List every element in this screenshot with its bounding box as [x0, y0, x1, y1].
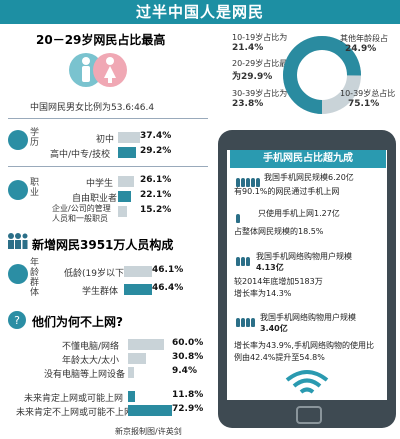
why-not-label-1: 年龄太大/太小	[62, 356, 120, 366]
svg-text:?: ?	[14, 314, 20, 327]
why-not-value-4: 72.9%	[172, 404, 204, 414]
occupation-bar-0	[118, 176, 134, 187]
phone-line-3: 占整体网民规模的18.5%	[234, 227, 324, 236]
why-not-bar-0	[128, 339, 164, 350]
occupation-value-1: 22.1%	[140, 190, 172, 200]
range-age-value: 75.1%	[348, 99, 380, 109]
phone-line-1: 有90.1%的网民通过手机上网	[234, 187, 340, 196]
phone-line-8: 我国手机网络购物用户规模	[260, 313, 356, 322]
phone-line-10: 增长率为43.9%,手机网络购物的使用比	[234, 341, 374, 350]
education-bar-0	[118, 132, 140, 143]
occupation-label-2: 企业/公司的管理人员和一般职员	[52, 204, 111, 223]
education-value-1: 29.2%	[140, 146, 172, 156]
divider	[8, 118, 208, 119]
age-section-title: 20－29岁网民占比最高	[36, 33, 166, 47]
occupation-bar-1	[118, 191, 131, 202]
education-value-0: 37.4%	[140, 131, 172, 141]
people-row-icon	[236, 312, 256, 331]
age-label-30-39: 30-39岁占比为	[232, 89, 288, 98]
age-group-category: 年龄群体	[30, 258, 40, 298]
new-users-bar-1	[124, 284, 152, 295]
why-not-label-2: 没有电脑等上网设备	[44, 370, 126, 380]
age-value-10-19: 21.4%	[232, 43, 264, 53]
occupation-value-0: 26.1%	[140, 175, 172, 185]
gender-ratio: 中国网民男女比例为53.6:46.4	[30, 103, 155, 113]
people-icon	[8, 233, 28, 249]
other-age-value: 24.9%	[345, 44, 377, 54]
other-age-label: 其他年龄段占	[340, 34, 388, 43]
range-age-label: 10-39岁总占比	[340, 89, 396, 98]
why-not-bar-1	[128, 353, 146, 364]
new-users-label-0: 低龄(19岁以下)	[64, 269, 128, 279]
people-row-icon	[236, 172, 261, 191]
why-not-bar-4	[128, 405, 172, 416]
new-users-label-1: 学生群体	[82, 287, 119, 297]
age-label-20-29: 20-29岁占比最高	[232, 59, 296, 68]
phone-line-9: 3.40亿	[260, 324, 288, 333]
why-not-title: 他们为何不上网?	[32, 315, 123, 329]
divider	[8, 166, 208, 167]
occupation-label-1: 自由职业者	[72, 194, 118, 204]
age-label-10-19: 10-19岁占比为	[232, 33, 288, 42]
education-icon	[8, 130, 28, 150]
new-users-value-1: 46.4%	[152, 283, 184, 293]
why-not-bar-3	[128, 391, 135, 402]
why-not-value-0: 60.0%	[172, 338, 204, 348]
new-users-title: 新增网民3951万人员构成	[32, 238, 174, 252]
phone-line-0: 我国手机网民规模6.20亿	[264, 173, 354, 182]
gender-figures-icon	[69, 53, 127, 87]
phone-line-2: 只使用手机上网1.27亿	[258, 209, 340, 218]
new-users-value-0: 46.1%	[152, 265, 184, 275]
person-icon	[236, 208, 241, 227]
occupation-category: 职业	[30, 178, 40, 198]
wifi-icon	[285, 370, 329, 394]
phone-line-11: 例由42.4%提升至54.8%	[234, 353, 325, 362]
occupation-value-2: 15.2%	[140, 205, 172, 215]
age-value-20-29: 为29.9%	[232, 72, 273, 82]
occupation-icon	[8, 180, 28, 200]
page-title: 过半中国人是网民	[0, 0, 400, 24]
home-button	[296, 406, 322, 424]
credit: 新京报制图/许英剑	[115, 427, 182, 436]
phone-line-4: 我国手机网络购物用户规模	[256, 252, 352, 261]
age-value-30-39: 23.8%	[232, 99, 264, 109]
why-not-value-1: 30.8%	[172, 352, 204, 362]
why-not-value-2: 9.4%	[172, 366, 197, 376]
why-not-label-3: 未来肯定上网或可能上网	[24, 394, 124, 404]
age-donut-chart	[283, 36, 361, 114]
why-not-label-0: 不懂电脑/网络	[62, 342, 120, 352]
phone-title: 手机网民占比超九成	[230, 150, 386, 168]
phone-line-5: 4.13亿	[256, 263, 284, 272]
phone-line-7: 增长率为14.3%	[234, 289, 292, 298]
education-label-0: 初中	[96, 135, 115, 145]
why-not-value-3: 11.8%	[172, 390, 204, 400]
occupation-label-0: 中学生	[86, 179, 114, 189]
occupation-bar-2	[118, 206, 127, 217]
people-row-icon	[236, 251, 251, 270]
why-not-label-4: 未来肯定不上网或可能不上网	[16, 408, 134, 418]
education-category: 学历	[30, 128, 40, 148]
question-person-icon: ?	[8, 311, 26, 329]
education-bar-1	[118, 147, 136, 158]
education-label-1: 高中/中专/技校	[50, 150, 111, 160]
age-group-icon	[8, 264, 28, 284]
phone-screen	[227, 150, 387, 400]
why-not-bar-2	[128, 367, 134, 378]
new-users-bar-0	[124, 266, 152, 277]
phone-line-6: 较2014年底增加5183万	[234, 277, 323, 286]
